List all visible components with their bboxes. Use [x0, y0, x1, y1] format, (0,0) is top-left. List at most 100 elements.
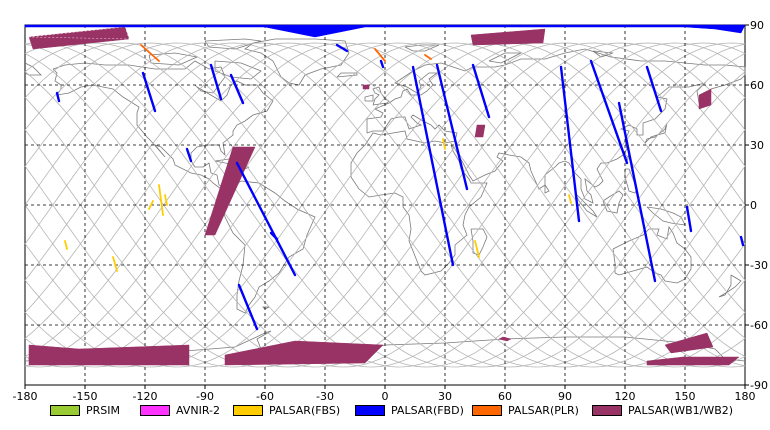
legend-swatch-avnir	[140, 404, 170, 416]
swath-fbd	[739, 235, 745, 247]
legend-item-fbd: PALSAR(FBD)	[355, 402, 464, 418]
coastline-14	[602, 190, 624, 214]
y-tick-label: -60	[750, 319, 768, 332]
x-tick-label: -90	[196, 390, 214, 403]
swath-fbd	[379, 59, 385, 69]
swath-fbs	[158, 184, 164, 216]
swath-fbd	[209, 63, 223, 101]
x-tick-label: 150	[675, 390, 696, 403]
swath-fbs	[64, 240, 68, 250]
legend-label-plr: PALSAR(PLR)	[508, 403, 579, 417]
coastline-6	[350, 48, 746, 276]
swath-fbs	[148, 200, 154, 210]
swath-fbd	[589, 59, 629, 165]
coastline-20	[488, 52, 522, 64]
swath-wb	[204, 146, 256, 236]
fbd-swath-layer	[24, 24, 746, 331]
legend-item-wb: PALSAR(WB1/WB2)	[592, 402, 733, 418]
coastline-5	[222, 180, 316, 314]
x-tick-label: -120	[133, 390, 158, 403]
plr-swath-layer	[140, 44, 432, 62]
swath-fbd	[237, 283, 259, 331]
swath-fbd	[617, 101, 657, 283]
x-tick-label: 180	[735, 390, 756, 403]
axis-ticks	[24, 24, 749, 389]
x-tick-label: -30	[316, 390, 334, 403]
x-tick-label: 0	[382, 390, 389, 403]
swath-wb	[362, 84, 370, 90]
x-tick-label: -150	[73, 390, 98, 403]
swath-fbd	[229, 73, 245, 105]
orbit-track	[24, 42, 746, 368]
legend-label-fbs: PALSAR(FBS)	[269, 403, 341, 417]
swath-fbd	[141, 71, 157, 113]
coastline-27	[262, 306, 270, 310]
legend-label-wb: PALSAR(WB1/WB2)	[628, 403, 734, 417]
x-tick-label: 60	[498, 390, 512, 403]
y-tick-label: 60	[750, 79, 764, 92]
swath-fbd	[471, 63, 491, 119]
orbit-track	[24, 42, 746, 368]
coastline-8	[364, 94, 374, 102]
y-tick-label: -30	[750, 259, 768, 272]
swath-plr	[424, 54, 432, 60]
x-tick-label: 120	[615, 390, 636, 403]
swath-fbd	[685, 205, 693, 233]
legend-swatch-fbd	[355, 404, 385, 416]
x-tick-label: 90	[558, 390, 572, 403]
swath-wb	[498, 336, 512, 342]
coastline-16	[718, 274, 742, 298]
coastline-0	[52, 60, 274, 190]
swath-fbs	[474, 240, 480, 258]
coastline-9	[336, 72, 358, 78]
legend-label-prsim: PRSIM	[86, 403, 120, 417]
legend-swatch-wb	[592, 404, 622, 416]
coastline-3	[204, 38, 262, 50]
legend-swatch-fbs	[233, 404, 263, 416]
coastline-11	[470, 228, 488, 256]
legend-item-plr: PALSAR(PLR)	[472, 402, 579, 418]
swath-fbd	[411, 65, 455, 267]
x-tick-label: 30	[438, 390, 452, 403]
y-tick-label: 0	[750, 199, 757, 212]
x-tick-label: -60	[256, 390, 274, 403]
wb-swath-layer	[28, 26, 740, 366]
x-tick-label: -180	[13, 390, 38, 403]
coastline-10	[612, 225, 692, 284]
legend-swatch-plr	[472, 404, 502, 416]
swath-fbd	[185, 147, 193, 163]
swath-wb	[664, 332, 714, 354]
coastline-26	[544, 184, 550, 194]
swath-wb	[28, 344, 190, 366]
graticule-layer	[25, 25, 745, 385]
legend-label-avnir: AVNIR-2	[176, 403, 220, 417]
swath-fbd	[269, 231, 279, 241]
y-tick-label: 90	[750, 19, 764, 32]
swath-fbs	[442, 138, 446, 150]
swath-fbs	[164, 194, 168, 206]
swath-wb-hatch	[28, 26, 130, 40]
swath-fbd	[559, 65, 581, 223]
fbs-swath-layer	[64, 138, 572, 272]
swath-fbd	[435, 63, 469, 191]
swath-fbs	[568, 194, 572, 204]
swath-fbd	[55, 91, 61, 103]
swath-wb	[646, 356, 740, 366]
swath-plr	[374, 48, 386, 62]
swath-fbd	[235, 161, 297, 277]
legend-label-fbd: PALSAR(FBD)	[391, 403, 464, 417]
swath-fbs	[112, 256, 118, 272]
swath-wb	[698, 88, 712, 110]
swath-wb	[28, 356, 36, 362]
legend-item-avnir: AVNIR-2	[140, 402, 220, 418]
coastline-2	[148, 52, 199, 66]
coastline-13	[574, 192, 598, 218]
swath-plr	[140, 44, 160, 62]
swath-wb	[224, 340, 384, 366]
legend-item-fbs: PALSAR(FBS)	[233, 402, 340, 418]
legend-swatch-prsim	[50, 404, 80, 416]
coastline-4	[214, 60, 262, 80]
axis-labels: -180 -150 -120 -90 -60 -30 0 30 60 90 120 150 180 90 6…	[13, 19, 768, 403]
coastline-7	[372, 86, 390, 106]
